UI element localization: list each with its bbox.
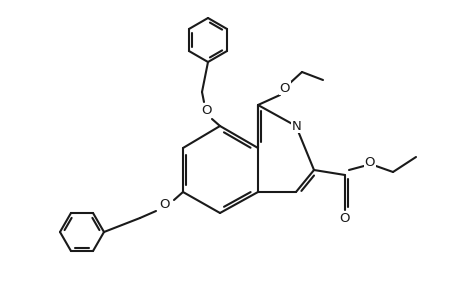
Text: O: O bbox=[159, 199, 170, 212]
Text: O: O bbox=[202, 103, 212, 116]
Text: O: O bbox=[279, 82, 290, 94]
Text: O: O bbox=[364, 155, 375, 169]
Text: O: O bbox=[339, 212, 349, 224]
Text: N: N bbox=[291, 119, 301, 133]
